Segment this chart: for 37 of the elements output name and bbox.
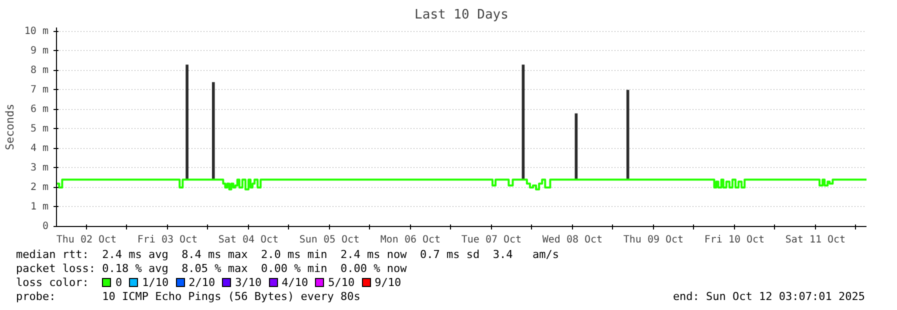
legend-label: 3/10 [235,276,262,289]
x-tick-label: Tue 07 Oct [461,234,522,246]
y-tick-label: 1 m [30,201,48,212]
legend-title: loss color: [16,276,89,289]
y-tick-label: 3 m [30,162,48,174]
x-tick-label: Wed 08 Oct [542,234,603,246]
legend-label: 0 [115,276,122,289]
x-tick-label: Sun 05 Oct [299,234,360,246]
text: end: Sun Oct 12 03:07:01 2025 [672,290,865,304]
y-tick-label: 6 m [30,104,48,115]
x-tick-label: Sat 11 Oct [785,234,846,246]
y-tick-label: 7 m [30,84,48,96]
legend-label: 9/10 [374,276,402,289]
y-tick-label: 2 m [30,182,48,193]
legend-label: 4/10 [282,276,308,289]
y-tick-label: 5 m [30,123,48,134]
text: median rtt: 2.4 ms avg 8.4 ms max 2.0 ms min 2.4 ms now 0.7 ms sd 3.4 am/s [16,248,560,262]
text: packet loss: 0.18 % avg 8.05 % max 0.00 % min 0.00 % now [16,262,408,276]
text: probe: 10 ICMP Echo Pings (56 Bytes) every 80s [16,290,360,303]
x-tick-label: Fri 03 Oct [137,234,198,246]
y-tick-label: 8 m [30,64,48,76]
bar [212,82,215,180]
legend-label: 5/10 [328,276,355,289]
x-tick-label: Mon 06 Oct [380,234,441,246]
y-tick-label: 10 m [24,26,49,37]
x-tick-label: Thu 02 Oct [56,234,117,246]
y-axis-title: Seconds [3,104,16,150]
y-tick-label: 4 m [30,142,48,154]
bar [186,64,188,180]
x-tick-label: Sat 04 Oct [218,234,279,246]
y-tick-label: 9 m [30,45,48,56]
y-tick-label: 0 [42,221,49,232]
legend-label: 1/10 [142,276,169,289]
legend-label: 2/10 [188,276,216,289]
x-tick-label: Thu 09 Oct [623,234,684,246]
chart-title: Last 10 Days [414,8,508,22]
x-tick-label: Fri 10 Oct [704,234,765,246]
